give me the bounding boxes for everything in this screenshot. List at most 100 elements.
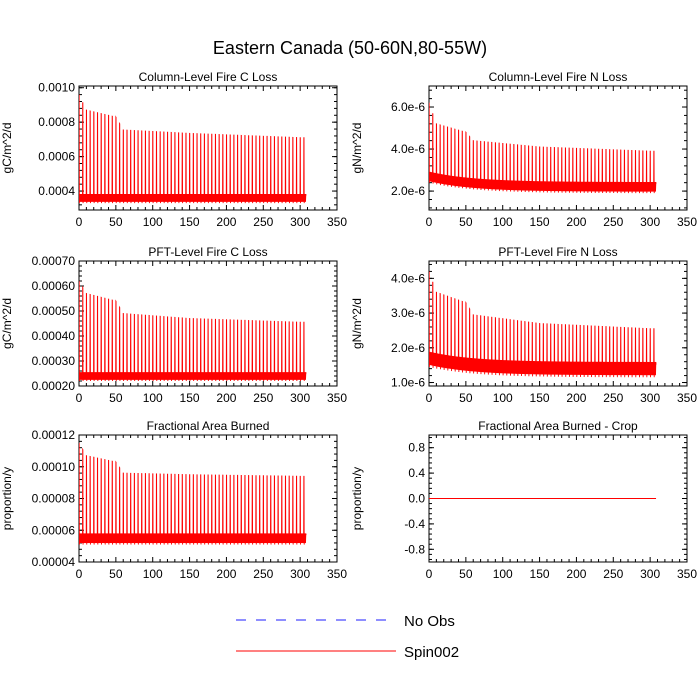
legend-label-no-obs: No Obs	[404, 613, 455, 630]
y-axis-label: gC/m^2/d	[0, 298, 14, 349]
y-axis-label: gC/m^2/d	[0, 123, 14, 174]
y-tick-label: 4.0e-6	[391, 271, 425, 285]
y-tick-label: 0.0010	[38, 81, 75, 95]
series-line-spin002	[429, 102, 657, 194]
x-tick-label: 150	[180, 391, 200, 405]
y-tick-label: 0.8	[408, 441, 425, 455]
x-tick-label: 150	[530, 391, 550, 405]
y-tick-label: 0.4	[408, 466, 425, 480]
y-tick-label: 0.00020	[32, 379, 76, 393]
x-tick-label: 150	[530, 215, 550, 229]
panel-4: PFT-Level Fire N Loss gN/m^2/d 0 50 100 150 20…	[350, 245, 697, 405]
y-tick-label: 0.0	[408, 492, 425, 506]
y-tick-label: 1.0e-6	[391, 376, 425, 390]
y-tick-label: 0.0008	[38, 115, 75, 129]
x-tick-label: 300	[290, 215, 310, 229]
x-tick-label: 100	[493, 215, 513, 229]
x-tick-label: 100	[493, 391, 513, 405]
y-tick-label: 0.00012	[32, 428, 76, 442]
y-tick-label: 3.0e-6	[391, 306, 425, 320]
x-tick-label: 0	[76, 567, 83, 581]
x-tick-label: 100	[143, 567, 163, 581]
y-tick-label: -0.8	[404, 542, 425, 556]
x-tick-label: 200	[566, 567, 586, 581]
panel-1: Column-Level Fire C Loss gC/m^2/d 0 50 100 15…	[0, 70, 347, 229]
panel-title: PFT-Level Fire N Loss	[498, 245, 617, 259]
x-tick-label: 250	[253, 391, 273, 405]
y-tick-label: 0.00008	[32, 492, 76, 506]
x-tick-label: 0	[76, 215, 83, 229]
x-tick-label: 350	[327, 391, 347, 405]
y-tick-label: 2.0e-6	[391, 184, 425, 198]
y-tick-label: 0.00050	[32, 304, 76, 318]
x-tick-label: 200	[216, 391, 236, 405]
x-tick-label: 200	[566, 215, 586, 229]
series-line-spin002	[79, 94, 307, 204]
series-line-spin002	[79, 280, 307, 382]
x-tick-label: 300	[640, 391, 660, 405]
x-tick-label: 100	[143, 391, 163, 405]
legend: No Obs Spin002	[236, 613, 459, 661]
x-tick-label: 0	[426, 567, 433, 581]
y-tick-label: 0.00030	[32, 354, 76, 368]
y-tick-label: 0.0004	[38, 184, 75, 198]
x-tick-label: 300	[290, 391, 310, 405]
panels: Column-Level Fire C Loss gC/m^2/d 0 50 100 15…	[0, 70, 697, 581]
x-tick-label: 50	[109, 215, 123, 229]
y-tick-label: 0.00010	[32, 460, 76, 474]
x-tick-label: 250	[603, 215, 623, 229]
x-tick-label: 0	[76, 391, 83, 405]
y-tick-label: 0.00040	[32, 329, 76, 343]
x-tick-label: 350	[327, 215, 347, 229]
x-tick-label: 300	[640, 567, 660, 581]
x-tick-label: 100	[493, 567, 513, 581]
panel-title: Fractional Area Burned	[147, 419, 270, 433]
series-line-spin002	[79, 442, 307, 545]
x-tick-label: 150	[530, 567, 550, 581]
x-tick-label: 350	[677, 567, 697, 581]
x-tick-label: 50	[459, 215, 473, 229]
y-tick-label: 0.00060	[32, 279, 76, 293]
x-tick-label: 150	[180, 215, 200, 229]
series-line-spin002	[429, 271, 657, 378]
panel-title: Column-Level Fire C Loss	[139, 70, 278, 84]
x-tick-label: 50	[109, 567, 123, 581]
legend-label-spin002: Spin002	[404, 644, 459, 661]
x-tick-label: 200	[216, 215, 236, 229]
y-tick-label: 0.00004	[32, 555, 76, 569]
x-tick-label: 0	[426, 391, 433, 405]
y-axis-label: proportion/y	[350, 467, 364, 530]
panel-3: PFT-Level Fire C Loss gC/m^2/d 0 50 100 150 20…	[0, 245, 347, 405]
panel-title: PFT-Level Fire C Loss	[148, 245, 267, 259]
y-tick-label: 6.0e-6	[391, 100, 425, 114]
y-tick-label: 0.00070	[32, 254, 76, 268]
y-axis-label: proportion/y	[0, 467, 14, 530]
panel-title: Column-Level Fire N Loss	[489, 70, 628, 84]
x-tick-label: 300	[640, 215, 660, 229]
panel-title: Fractional Area Burned - Crop	[478, 419, 638, 433]
panel-5: Fractional Area Burned proportion/y 0 50 100…	[0, 419, 347, 581]
y-tick-label: 4.0e-6	[391, 142, 425, 156]
panel-2: Column-Level Fire N Loss gN/m^2/d 0 50 100 15…	[350, 70, 697, 229]
x-tick-label: 50	[109, 391, 123, 405]
x-tick-label: 200	[566, 391, 586, 405]
figure-title: Eastern Canada (50-60N,80-55W)	[213, 38, 487, 58]
y-tick-label: 2.0e-6	[391, 341, 425, 355]
y-tick-label: -0.4	[404, 517, 425, 531]
panel-6: Fractional Area Burned - Crop proportion/…	[350, 419, 697, 581]
x-tick-label: 250	[253, 567, 273, 581]
x-tick-label: 250	[253, 215, 273, 229]
x-tick-label: 300	[290, 567, 310, 581]
x-tick-label: 250	[603, 567, 623, 581]
x-tick-label: 350	[677, 391, 697, 405]
x-tick-label: 150	[180, 567, 200, 581]
y-tick-label: 0.0006	[38, 150, 75, 164]
x-tick-label: 250	[603, 391, 623, 405]
x-tick-label: 50	[459, 567, 473, 581]
x-tick-label: 350	[327, 567, 347, 581]
y-axis-label: gN/m^2/d	[350, 123, 364, 174]
y-axis-label: gN/m^2/d	[350, 298, 364, 349]
y-tick-label: 0.00006	[32, 523, 76, 537]
x-tick-label: 50	[459, 391, 473, 405]
